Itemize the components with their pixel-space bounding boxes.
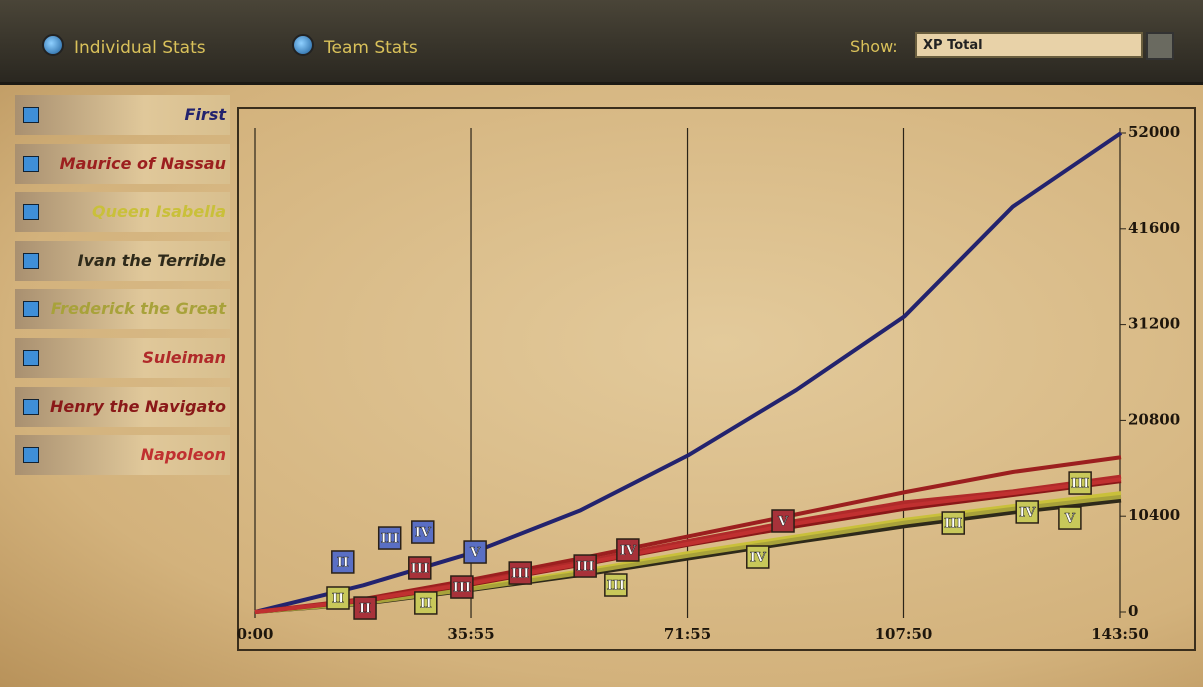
level-badge-label: V: [1064, 512, 1076, 527]
x-tick-label: 35:55: [447, 625, 494, 643]
level-badge-label: III: [381, 532, 399, 547]
level-badge-label: III: [453, 581, 471, 596]
level-badge-label: IV: [1019, 505, 1036, 520]
level-badge-label: IV: [415, 526, 432, 541]
level-badge-label: III: [511, 567, 529, 582]
y-tick-label: 31200: [1128, 315, 1180, 333]
level-badge-label: III: [1071, 477, 1089, 492]
y-tick-label: 52000: [1128, 123, 1180, 141]
level-badge-label: V: [777, 514, 789, 529]
level-badge-label: IV: [750, 551, 767, 566]
game-screen: Individual Stats Team Stats Show: XP Tot…: [0, 0, 1203, 687]
y-tick-label: 10400: [1128, 506, 1180, 524]
y-tick-label: 20800: [1128, 410, 1180, 428]
level-badge-label: III: [944, 517, 962, 532]
level-badge-label: III: [607, 579, 625, 594]
x-tick-label: 143:50: [1091, 625, 1149, 643]
level-badge-label: III: [411, 561, 429, 576]
y-tick-label: 41600: [1128, 219, 1180, 237]
level-badge-label: II: [337, 555, 349, 570]
level-badge-label: III: [576, 560, 594, 575]
level-badge-label: IV: [620, 544, 637, 559]
y-tick-label: 0: [1128, 602, 1138, 620]
chart-frame: [238, 108, 1195, 650]
level-badge-label: V: [469, 546, 481, 561]
x-tick-label: 71:55: [664, 625, 711, 643]
level-badge-label: II: [420, 596, 432, 611]
level-badge-label: II: [359, 602, 371, 617]
x-tick-label: 107:50: [875, 625, 933, 643]
x-tick-label: 0:00: [237, 625, 274, 643]
level-badge-label: II: [332, 591, 344, 606]
chart: 0:00 35:55 71:55 107:50 143:50 0 10400 20800 312…: [0, 0, 1203, 687]
